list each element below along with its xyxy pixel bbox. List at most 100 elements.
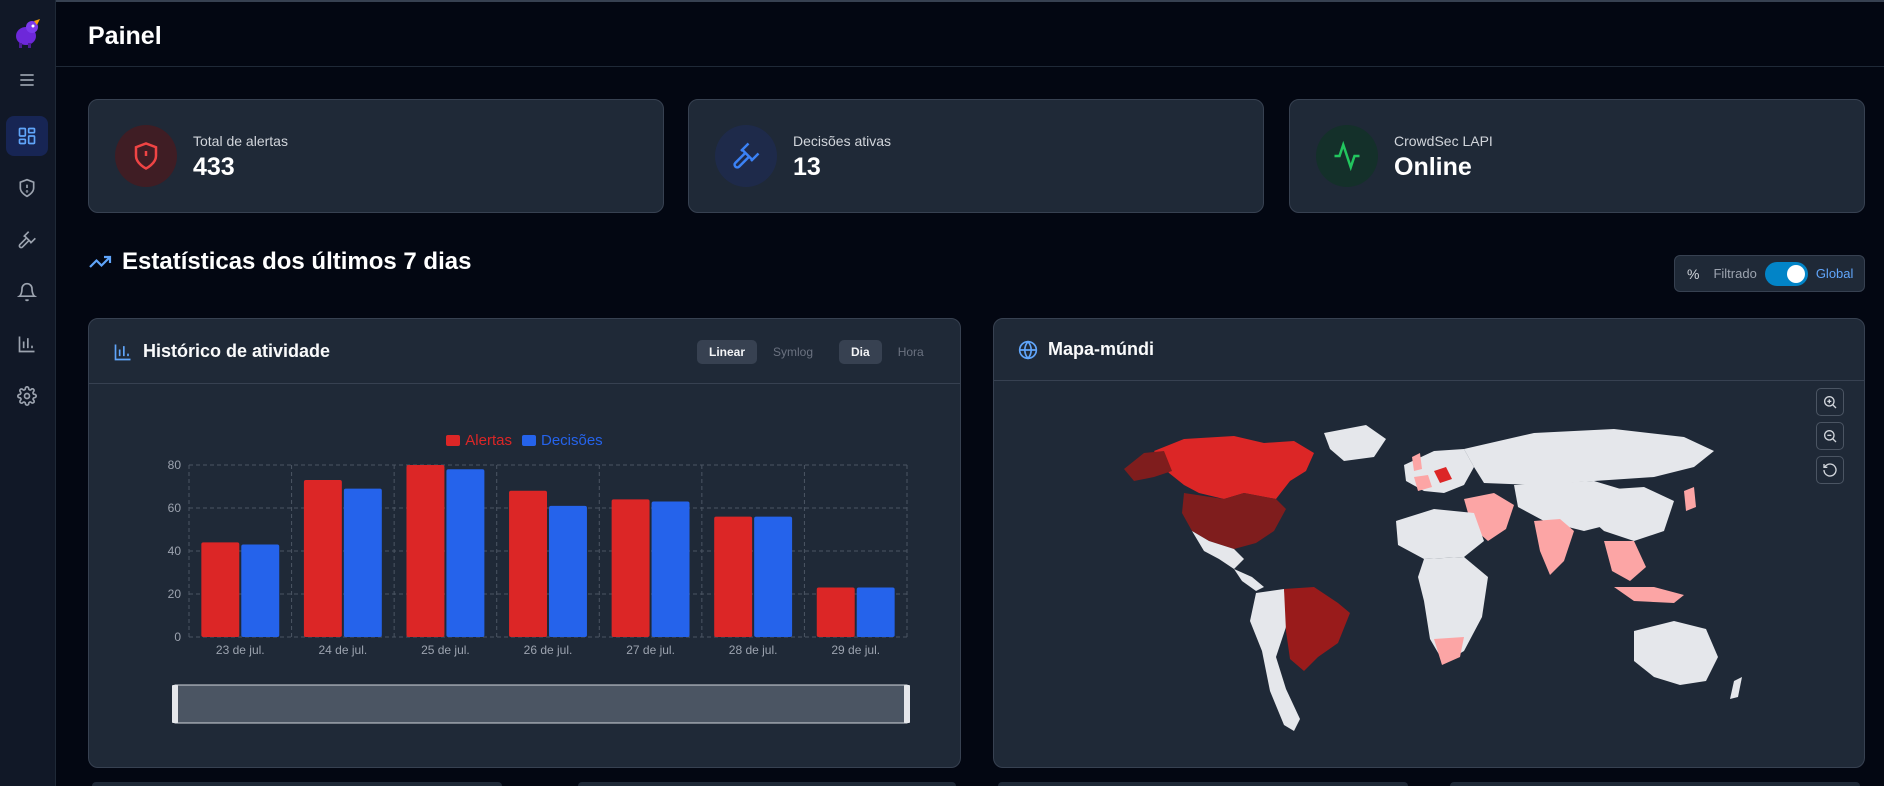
bar-decisions: [343, 488, 382, 637]
filter-mode-toggle: % Filtrado Global: [1674, 255, 1865, 292]
bar-decisions: [549, 505, 587, 637]
sidebar-item-alerts[interactable]: [6, 168, 48, 208]
sidebar-item-dashboard[interactable]: [6, 116, 48, 156]
bar-decisions: [651, 501, 690, 637]
map-region-north-africa: [1396, 509, 1484, 559]
world-map[interactable]: [994, 381, 1865, 768]
granularity-day-button[interactable]: Dia: [839, 340, 882, 364]
global-switch[interactable]: [1764, 261, 1808, 286]
map-controls: [1816, 388, 1844, 484]
scale-symlog-button[interactable]: Symlog: [773, 345, 814, 359]
gear-icon: [17, 386, 37, 406]
bar-alerts: [611, 499, 650, 637]
filtered-label[interactable]: Filtrado: [1713, 266, 1757, 281]
x-tick-label: 24 de jul.: [319, 643, 368, 657]
y-tick-label: 20: [168, 587, 182, 601]
map-region-alaska: [1124, 451, 1172, 481]
card-stub: [578, 782, 956, 786]
bar-alerts: [816, 587, 855, 637]
panel-header: Mapa-múndi: [994, 319, 1864, 381]
activity-title: Histórico de atividade: [143, 341, 331, 361]
map-region-south-africa: [1434, 637, 1464, 665]
bar-alerts: [201, 542, 240, 637]
zoom-in-icon: [1824, 396, 1837, 409]
map-region-mexico: [1192, 531, 1244, 569]
legend-swatch: [446, 435, 461, 446]
map-region-germany: [1434, 467, 1452, 483]
shield-alert-icon: [115, 125, 177, 187]
chart-legend: Alertas Decisões: [89, 432, 960, 449]
activity-history-panel: Histórico de atividade Linear Symlog Dia…: [88, 318, 961, 768]
x-tick-label: 29 de jul.: [831, 643, 880, 657]
y-tick-label: 80: [168, 458, 182, 472]
map-region-japan: [1684, 487, 1696, 511]
stat-label: Decisões ativas: [793, 133, 892, 149]
bar-alerts: [714, 516, 753, 637]
x-tick-label: 26 de jul.: [524, 643, 573, 657]
map-region-australia: [1634, 621, 1718, 685]
legend-swatch: [521, 435, 536, 446]
card-stub: [1450, 782, 1860, 786]
bar-decisions: [856, 587, 895, 637]
zoom-in-button[interactable]: [1816, 388, 1844, 416]
scale-switcher: Linear Symlog: [697, 340, 825, 364]
legend-item-decisions[interactable]: Decisões: [521, 432, 603, 449]
reset-view-button[interactable]: [1816, 456, 1844, 484]
card-stub: [92, 782, 502, 786]
bar-chart-icon: [18, 336, 35, 353]
map-region-canada: [1154, 436, 1314, 499]
bar-chart-icon: [114, 344, 131, 360]
stat-card-alerts: Total de alertas 433: [88, 99, 664, 213]
bar-decisions: [754, 516, 793, 637]
activity-icon: [1316, 125, 1378, 187]
map-region-russia: [1464, 429, 1714, 485]
panel-title: Histórico de atividade: [113, 341, 330, 362]
switch-knob: [1786, 264, 1805, 283]
zoom-handle-right: [904, 685, 910, 723]
zoom-out-button[interactable]: [1816, 422, 1844, 450]
map-region-brazil: [1284, 587, 1350, 671]
dashboard-icon: [18, 127, 36, 145]
sidebar-item-notifications[interactable]: [6, 272, 48, 312]
map-region-usa: [1182, 493, 1286, 549]
page-title: Painel: [88, 22, 162, 50]
sidebar-item-settings[interactable]: [6, 376, 48, 416]
sidebar: [0, 0, 56, 786]
map-region-indonesia: [1614, 587, 1684, 603]
scale-linear-button[interactable]: Linear: [697, 340, 758, 364]
map-region-india: [1534, 519, 1574, 575]
panel-header: Histórico de atividade Linear Symlog Dia…: [89, 319, 960, 384]
stat-card-lapi-status: CrowdSec LAPI Online: [1289, 99, 1865, 213]
top-header: Painel: [56, 0, 1884, 67]
stat-label: Total de alertas: [193, 133, 288, 149]
bar-decisions: [241, 544, 280, 637]
gavel-icon: [715, 125, 777, 187]
x-tick-label: 25 de jul.: [421, 643, 470, 657]
y-tick-label: 60: [168, 501, 182, 515]
zoom-handle-left: [172, 685, 178, 723]
legend-item-alerts[interactable]: Alertas: [446, 432, 512, 449]
panel-title: Mapa-múndi: [1018, 339, 1154, 360]
card-stub: [998, 782, 1408, 786]
stat-card-decisions: Decisões ativas 13: [688, 99, 1264, 213]
menu-icon: [20, 74, 34, 86]
section-title: Estatísticas dos últimos 7 dias: [122, 248, 472, 275]
map-region-south-america-west: [1250, 589, 1300, 731]
map-region-china: [1584, 487, 1674, 541]
stat-label: CrowdSec LAPI: [1394, 133, 1493, 149]
shield-icon: [19, 178, 35, 198]
menu-toggle-button[interactable]: [6, 60, 48, 100]
zoom-out-icon: [1824, 430, 1837, 443]
bar-alerts: [509, 490, 547, 637]
map-region-central-america: [1234, 569, 1264, 591]
granularity-hour-button[interactable]: Hora: [897, 345, 924, 359]
x-tick-label: 27 de jul.: [626, 643, 675, 657]
bell-icon: [17, 282, 37, 302]
global-label[interactable]: Global: [1815, 266, 1854, 281]
activity-chart: 0 20 40 60 80 23 de jul. 24 de jul. 25 de jul. 2…: [168, 458, 910, 724]
stat-value: 13: [793, 153, 821, 181]
sidebar-item-decisions[interactable]: [6, 220, 48, 260]
bar-decisions: [446, 469, 485, 637]
sidebar-item-statistics[interactable]: [6, 324, 48, 364]
map-region-africa-south: [1418, 557, 1488, 663]
